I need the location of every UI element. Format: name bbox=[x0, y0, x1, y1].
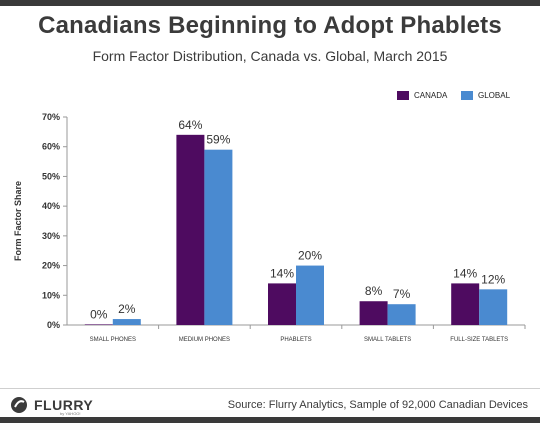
data-label-canada: 14% bbox=[453, 266, 477, 280]
data-label-global: 7% bbox=[393, 287, 411, 301]
bar-global bbox=[204, 149, 233, 325]
chart-title: Canadians Beginning to Adopt Phablets bbox=[38, 12, 502, 39]
y-tick-label: 50% bbox=[42, 171, 60, 181]
logo-wordmark: FLURRY bbox=[34, 397, 94, 413]
flurry-logo: FLURRY by YAHOO! bbox=[10, 396, 105, 416]
bar-canada bbox=[268, 283, 296, 325]
top-bar bbox=[0, 0, 540, 6]
bar-global bbox=[479, 289, 508, 325]
legend-item-canada: CANADA bbox=[397, 91, 448, 101]
legend-swatch-canada bbox=[397, 91, 409, 101]
y-tick-label: 10% bbox=[42, 290, 60, 300]
x-tick-label: MEDIUM PHONES bbox=[179, 337, 230, 343]
legend-swatch-global bbox=[461, 91, 473, 101]
x-tick-label: PHABLETS bbox=[280, 337, 311, 343]
logo-subtext: by YAHOO! bbox=[60, 411, 81, 416]
legend-label-global: GLOBAL bbox=[478, 91, 511, 100]
bar-global bbox=[387, 304, 416, 325]
legend-label-canada: CANADA bbox=[414, 91, 448, 100]
x-tick-label: FULL-SIZE TABLETS bbox=[450, 337, 508, 343]
y-tick-label: 20% bbox=[42, 261, 60, 271]
flurry-logo-icon bbox=[11, 397, 27, 413]
data-label-canada: 64% bbox=[178, 118, 202, 132]
legend-item-global: GLOBAL bbox=[461, 91, 511, 101]
y-tick-label: 70% bbox=[42, 112, 60, 122]
data-label-global: 12% bbox=[481, 272, 505, 286]
bar-canada bbox=[359, 301, 388, 325]
data-label-canada: 0% bbox=[90, 307, 108, 321]
chart-subtitle: Form Factor Distribution, Canada vs. Glo… bbox=[92, 48, 448, 64]
y-tick-label: 40% bbox=[42, 201, 60, 211]
source-note: Source: Flurry Analytics, Sample of 92,0… bbox=[227, 399, 528, 411]
bar-canada bbox=[84, 324, 113, 325]
footer-divider bbox=[0, 388, 540, 389]
y-tick-label: 60% bbox=[42, 142, 60, 152]
x-tick-label: SMALL PHONES bbox=[90, 337, 136, 343]
y-axis-title: Form Factor Share bbox=[13, 181, 23, 261]
y-tick-label: 30% bbox=[42, 231, 60, 241]
bottom-bar bbox=[0, 417, 540, 423]
data-label-global: 2% bbox=[118, 302, 136, 316]
bar-global bbox=[296, 265, 324, 325]
bar-global bbox=[112, 319, 141, 325]
data-label-global: 59% bbox=[206, 133, 230, 147]
data-label-global: 20% bbox=[298, 249, 322, 263]
y-tick-label: 0% bbox=[47, 320, 60, 330]
data-label-canada: 8% bbox=[365, 284, 383, 298]
data-label-canada: 14% bbox=[270, 266, 294, 280]
bar-canada bbox=[451, 283, 480, 325]
bar-canada bbox=[176, 134, 205, 325]
x-tick-label: SMALL TABLETS bbox=[364, 337, 411, 343]
